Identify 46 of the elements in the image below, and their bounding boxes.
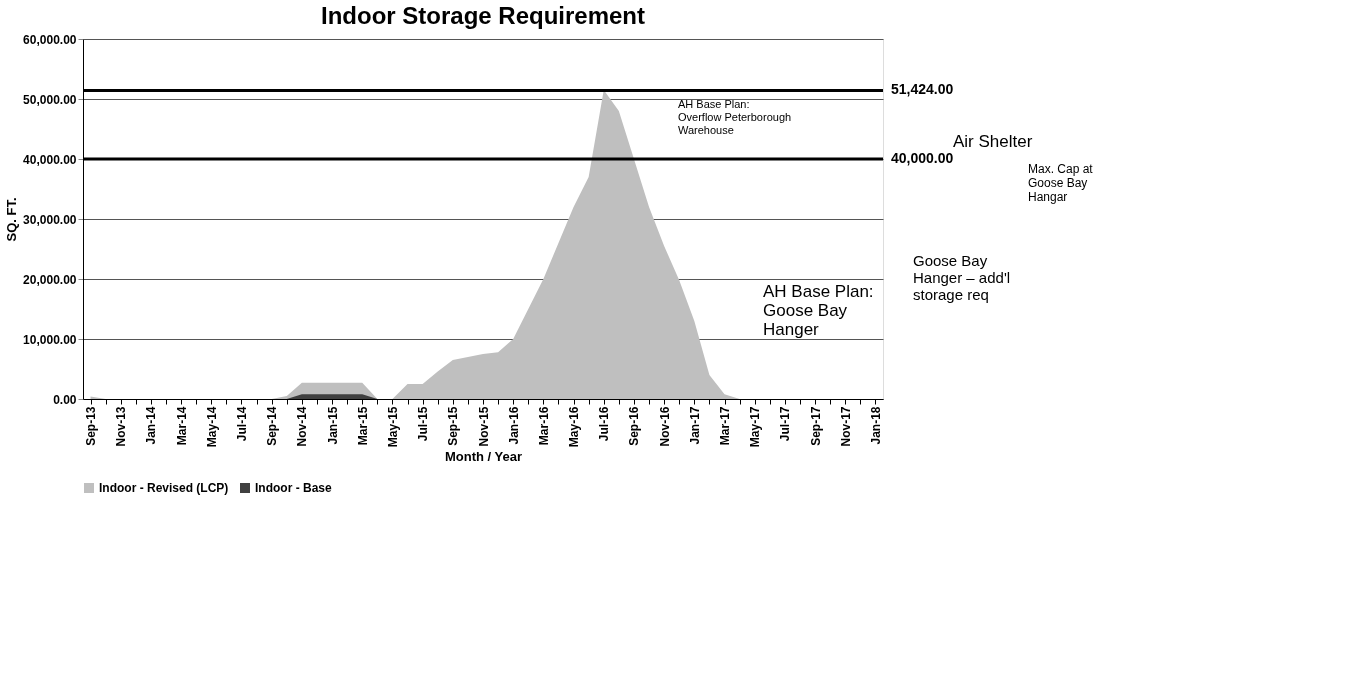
x-tick-label: Mar-15 [355, 406, 370, 446]
x-tick-label: Jul-17 [778, 406, 793, 442]
chart-title: Indoor Storage Requirement [320, 2, 646, 29]
x-tick-label: Mar-16 [536, 406, 551, 446]
text: Goose Bay Hanger – add'l storage req [913, 252, 1011, 303]
x-tick-label: May-16 [567, 406, 582, 448]
x-tick-label: Nov-16 [657, 406, 672, 447]
x-tick-label: Sep-16 [627, 406, 642, 446]
x-tick-label: Jan-17 [687, 406, 702, 445]
x-tick-label: Jan-18 [868, 406, 883, 445]
y-tick-label: 0.00 [53, 392, 77, 407]
y-tick-label: 40,000.00 [23, 152, 77, 167]
x-tick-label: Jul-14 [234, 406, 249, 442]
y-tick-label: 30,000.00 [23, 212, 77, 227]
x-tick-label: Jan-15 [325, 406, 340, 445]
legend-label: Indoor - Base [255, 481, 332, 495]
text: Max. Cap at Goose Bay Hangar [1028, 162, 1094, 204]
legend-label: Indoor - Revised (LCP) [99, 481, 229, 495]
x-tick-label: Sep-14 [265, 406, 280, 446]
x-tick-label: Mar-17 [718, 406, 733, 446]
ref-line-label: 51,424.00 [891, 81, 954, 98]
x-tick-label: Jan-16 [506, 406, 521, 445]
x-tick-label: Nov-15 [476, 406, 491, 447]
y-tick-label: 10,000.00 [23, 332, 77, 347]
y-tick-label: 50,000.00 [23, 92, 77, 107]
x-axis-title: Month / Year [444, 449, 523, 465]
x-tick-label: May-17 [748, 406, 763, 448]
ref-line-label: 40,000.00 [891, 150, 954, 166]
x-tick-label: Sep-13 [84, 406, 99, 446]
x-tick-label: May-15 [385, 406, 400, 448]
y-tick-label: 60,000.00 [23, 32, 77, 47]
y-tick-label: 20,000.00 [23, 272, 77, 287]
y-axis-title: SQ. FT. [4, 197, 20, 242]
text: Air Shelter [953, 132, 1033, 151]
x-tick-label: Nov-14 [295, 406, 310, 447]
x-tick-label: Mar-14 [174, 406, 189, 446]
annotation: AH Base Plan: Overflow Peterborough Warehouse [678, 98, 792, 136]
x-tick-label: Sep-17 [808, 406, 823, 446]
annotation: AH Base Plan: Goose Bay Hanger [763, 282, 874, 339]
x-tick-label: May-14 [204, 406, 219, 448]
x-tick-label: Jan-14 [144, 406, 159, 445]
x-tick-label: Jul-15 [416, 406, 431, 442]
x-tick-label: Nov-17 [838, 406, 853, 447]
x-tick-label: Nov-13 [114, 406, 129, 447]
x-tick-label: Sep-15 [446, 406, 461, 446]
x-tick-label: Jul-16 [597, 406, 612, 442]
